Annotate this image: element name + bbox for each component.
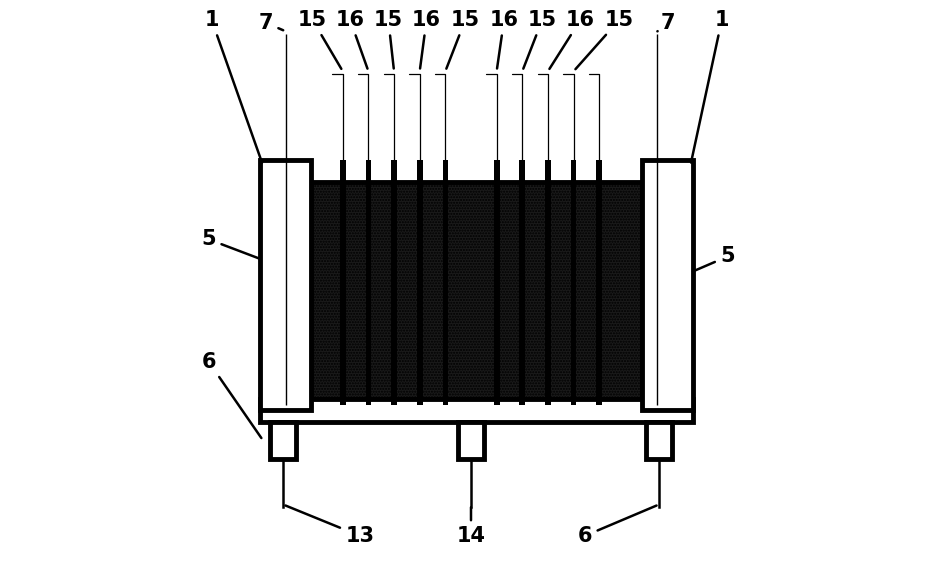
Text: 1: 1 <box>204 10 262 162</box>
Bar <box>443 160 448 405</box>
Text: 15: 15 <box>447 10 479 68</box>
Text: 7: 7 <box>258 13 284 33</box>
Bar <box>596 160 602 405</box>
Bar <box>571 160 577 405</box>
Bar <box>417 160 423 405</box>
Text: 15: 15 <box>298 10 341 69</box>
Text: 15: 15 <box>374 10 403 68</box>
Text: 6: 6 <box>202 352 261 438</box>
Text: 16: 16 <box>549 10 595 69</box>
Text: 16: 16 <box>412 10 441 68</box>
Bar <box>260 160 312 410</box>
Bar <box>340 160 346 405</box>
Bar <box>519 160 525 405</box>
Bar <box>391 160 397 405</box>
Text: 13: 13 <box>285 506 374 546</box>
Text: 5: 5 <box>202 229 260 259</box>
Bar <box>494 160 499 405</box>
Bar <box>642 160 693 410</box>
Bar <box>270 422 296 459</box>
Bar <box>646 422 672 459</box>
Bar <box>458 422 484 459</box>
Text: 7: 7 <box>658 13 674 33</box>
Text: 14: 14 <box>457 507 485 546</box>
Bar <box>312 182 642 399</box>
Text: 16: 16 <box>490 10 518 68</box>
Text: 15: 15 <box>524 10 557 68</box>
Text: 6: 6 <box>577 506 657 546</box>
Bar <box>260 399 693 422</box>
Text: 15: 15 <box>576 10 634 69</box>
Text: 5: 5 <box>693 246 735 271</box>
Bar <box>545 160 551 405</box>
Text: 1: 1 <box>691 10 729 162</box>
Text: 16: 16 <box>335 10 367 68</box>
Bar <box>365 160 371 405</box>
